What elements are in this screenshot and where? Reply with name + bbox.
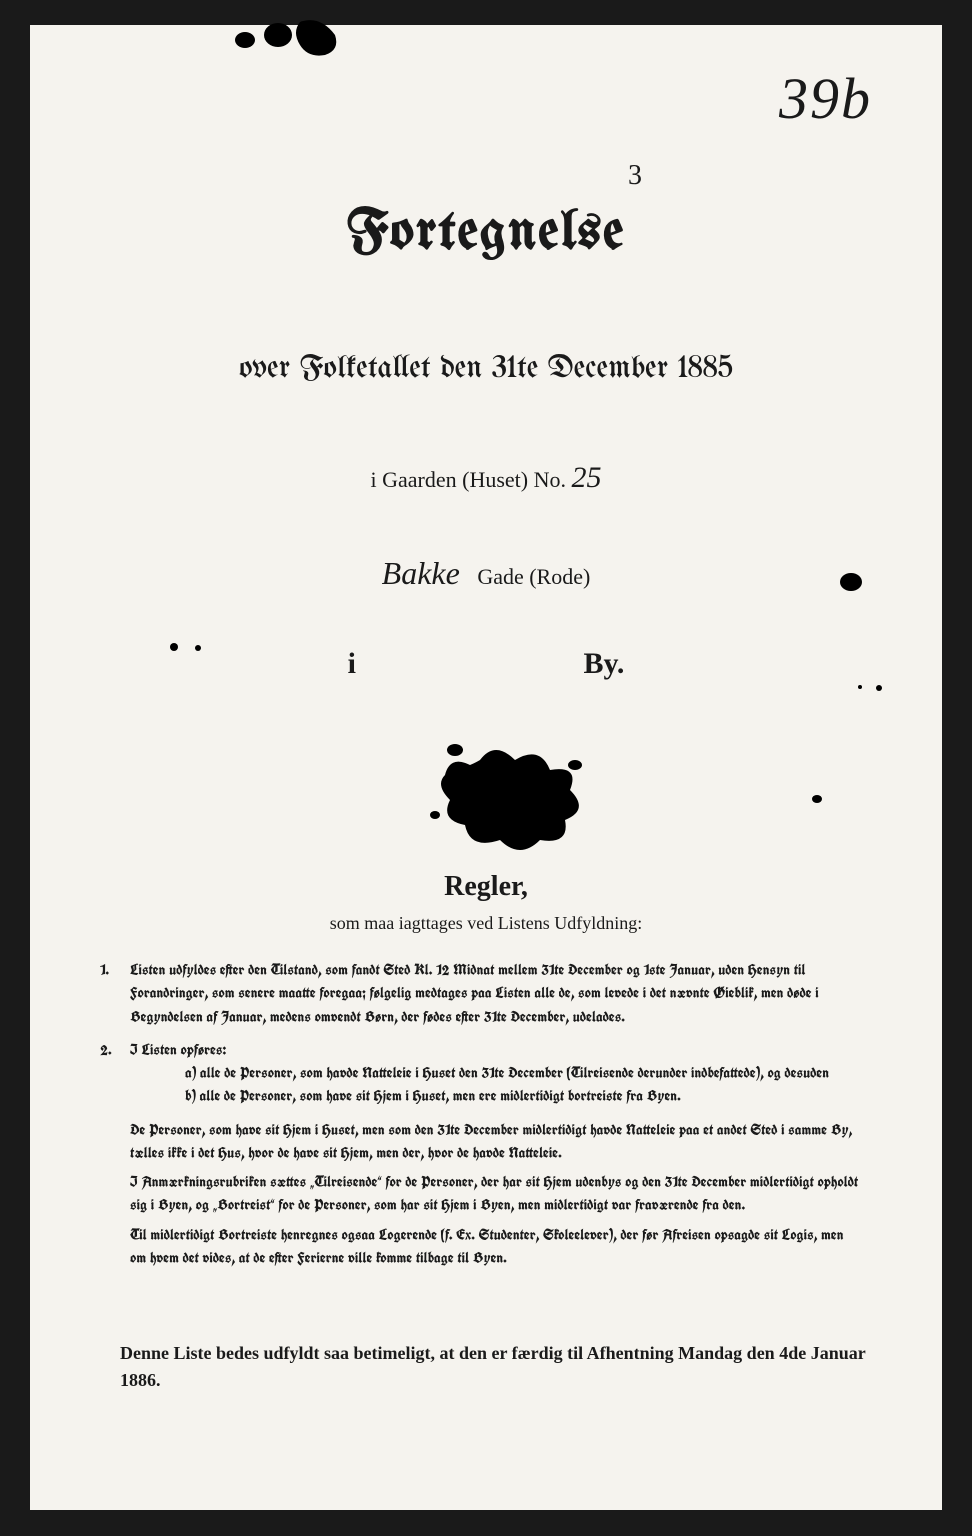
rules-para-3: Til midlertidigt Bortreiste henregnes og… (100, 1224, 862, 1271)
handwritten-small-number: 3 (628, 160, 642, 192)
street-line: Bakke Gade (Rode) (90, 555, 882, 592)
rule-1-text: Listen udfyldes efter den Tilstand, som … (130, 961, 819, 1027)
gade-suffix: Gade (Rode) (477, 564, 590, 589)
ink-dot (812, 795, 822, 803)
rule-number: 1. (100, 959, 109, 982)
i-by-line: i By. (90, 647, 882, 681)
ink-dot (195, 645, 201, 651)
handwritten-page-number: 39b (779, 65, 872, 132)
document-subtitle: over Folketallet den 31te December 1885 (90, 353, 882, 386)
rule-number: 2. (100, 1039, 112, 1062)
ink-dot (840, 573, 862, 591)
i-text: i (348, 647, 356, 681)
rule-2: 2. I Listen opføres: a) alle de Personer… (100, 1039, 862, 1109)
rules-subheading: som maa iagttages ved Listens Udfyldning… (90, 913, 882, 934)
ink-blob-top (230, 10, 350, 70)
document-page: 39b 3 Fortegnelse over Folketallet den 3… (30, 25, 942, 1510)
ink-splat-center (410, 725, 610, 875)
rule-1: 1. Listen udfyldes efter den Tilstand, s… (100, 959, 862, 1029)
street-name-handwritten: Bakke (382, 555, 460, 591)
rules-heading: Regler, (90, 871, 882, 903)
rules-para-2: I Anmærkningsrubriken sættes „Tilreisend… (100, 1171, 862, 1218)
rule-2-text: I Listen opføres: (130, 1041, 226, 1060)
rules-para-1: De Personer, som have sit Hjem i Huset, … (100, 1119, 862, 1166)
rule-2a: a) alle de Personer, som havde Natteleie… (130, 1062, 862, 1085)
document-title: Fortegnelse (90, 205, 882, 263)
rule-2b: b) alle de Personer, som have sit Hjem i… (130, 1085, 862, 1108)
ink-dot (170, 643, 178, 651)
by-text: By. (583, 647, 624, 680)
rules-body: 1. Listen udfyldes efter den Tilstand, s… (90, 959, 882, 1270)
house-line: i Gaarden (Huset) No. 25 (90, 461, 882, 495)
ink-dot (858, 685, 862, 689)
gaarden-prefix: i Gaarden (Huset) No. (371, 467, 567, 492)
footer-notice: Denne Liste bedes udfyldt saa betimeligt… (90, 1340, 882, 1394)
house-number-handwritten: 25 (572, 461, 602, 494)
ink-dot (876, 685, 882, 691)
